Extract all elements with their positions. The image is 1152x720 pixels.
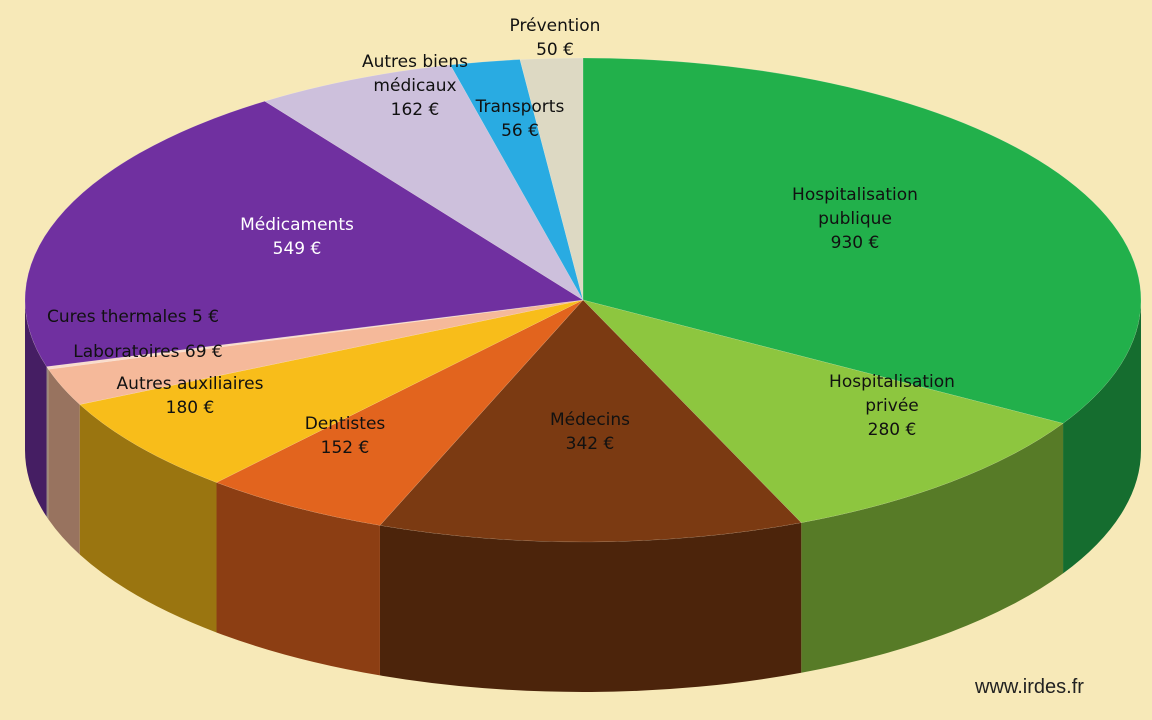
category-name: Hospitalisation publique bbox=[792, 185, 918, 229]
slice bbox=[582, 299, 1064, 523]
slice-side bbox=[801, 423, 1064, 673]
slice-label: Prévention 50 € bbox=[495, 14, 615, 62]
slice-label: Dentistes 152 € bbox=[285, 412, 405, 460]
category-name: Cures thermales bbox=[46, 307, 187, 327]
slice bbox=[379, 299, 802, 543]
value-label: 56 € bbox=[501, 121, 539, 141]
slice bbox=[215, 299, 584, 526]
slice-side bbox=[1063, 300, 1141, 574]
slice-label: Laboratoires 69 € bbox=[0, 340, 298, 364]
value-label: 549 € bbox=[272, 239, 322, 259]
category-name: Transports bbox=[475, 97, 565, 117]
value-label: 69 € bbox=[184, 342, 223, 362]
value-label: 5 € bbox=[191, 307, 220, 327]
slice-side bbox=[25, 300, 47, 517]
slice-side bbox=[79, 404, 217, 633]
slice bbox=[264, 64, 584, 301]
value-label: 50 € bbox=[536, 40, 574, 60]
category-name: Médicaments bbox=[240, 215, 354, 235]
value-label: 152 € bbox=[320, 438, 370, 458]
value-label: 180 € bbox=[165, 398, 215, 418]
category-name: Autres biens médicaux bbox=[361, 52, 468, 96]
slice-side bbox=[379, 522, 802, 692]
slice-side bbox=[46, 366, 49, 520]
slice bbox=[449, 59, 584, 301]
slice-label: Autres biens médicaux 162 € bbox=[360, 50, 470, 122]
slice-label: Cures thermales 5 € bbox=[0, 305, 283, 329]
value-label: 162 € bbox=[390, 100, 440, 120]
slice-label: Transports 56 € bbox=[465, 95, 575, 143]
slice bbox=[582, 57, 1142, 424]
value-label: 930 € bbox=[830, 233, 880, 253]
slice-label: Autres auxiliaires 180 € bbox=[80, 372, 300, 420]
category-name: Médecins bbox=[549, 410, 631, 430]
slice-label: Médicaments 549 € bbox=[207, 213, 387, 261]
value-label: 342 € bbox=[565, 434, 615, 454]
value-label: 280 € bbox=[867, 420, 917, 440]
category-name: Laboratoires bbox=[73, 342, 180, 362]
category-name: Hospitalisation privée bbox=[829, 372, 955, 416]
slice-side bbox=[48, 369, 80, 555]
category-name: Autres auxiliaires bbox=[116, 374, 264, 394]
slice bbox=[24, 100, 584, 367]
category-name: Prévention bbox=[509, 16, 601, 36]
slice-label: Hospitalisation publique 930 € bbox=[760, 183, 950, 255]
slice-side bbox=[216, 482, 380, 676]
source: www.irdes.fr bbox=[975, 676, 1084, 698]
slice bbox=[519, 57, 584, 301]
slice bbox=[46, 299, 584, 370]
category-name: Dentistes bbox=[304, 414, 386, 434]
slice bbox=[79, 299, 584, 483]
slice-label: Hospitalisation privée 280 € bbox=[807, 370, 977, 442]
slice bbox=[47, 299, 584, 405]
slice-label: Médecins 342 € bbox=[515, 408, 665, 456]
